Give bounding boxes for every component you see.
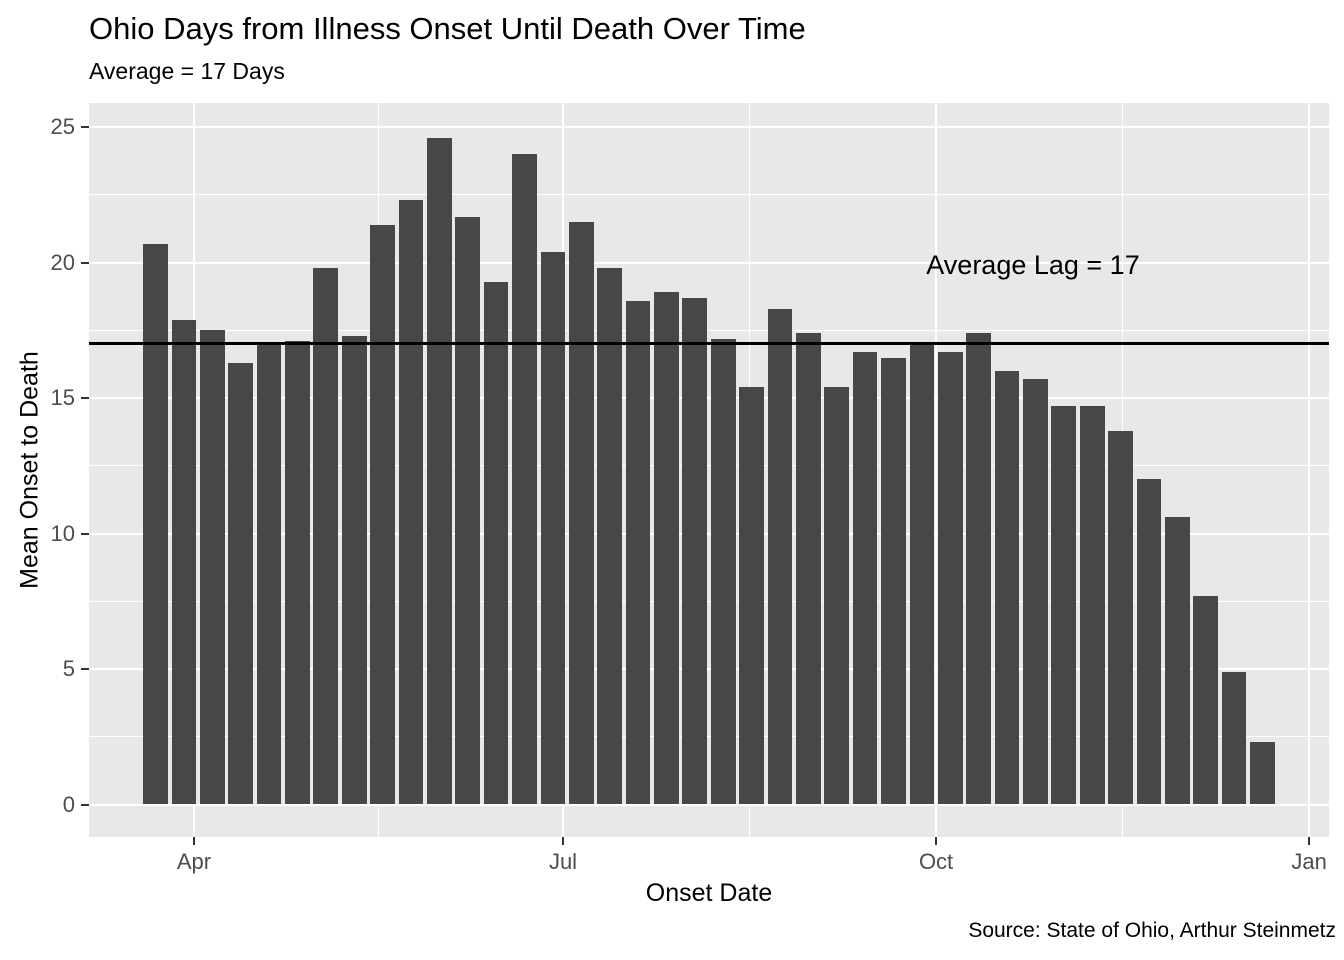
y-tick-mark <box>81 803 89 806</box>
x-tick-mark <box>562 837 564 845</box>
y-tick-mark <box>81 668 89 671</box>
x-tick-label: Jul <box>548 849 578 874</box>
y-tick-label: 15 <box>50 385 75 411</box>
y-tick-mark <box>81 532 89 535</box>
y-tick-label: 5 <box>62 656 75 682</box>
y-tick-mark <box>81 261 89 264</box>
chart-subtitle: Average = 17 Days <box>89 58 285 84</box>
reference-line-annotation: Average Lag = 17 <box>926 250 1140 280</box>
x-tick-label: Oct <box>918 849 954 874</box>
x-tick-mark <box>193 837 195 845</box>
y-tick-label: 0 <box>62 791 75 817</box>
y-tick-label: 10 <box>50 520 75 546</box>
y-tick-label: 25 <box>50 114 75 140</box>
x-tick-label: Jan <box>1291 849 1327 874</box>
y-tick-mark <box>81 397 89 400</box>
x-tick-label: Apr <box>176 849 212 874</box>
y-tick-mark <box>81 126 89 129</box>
y-tick-label: 20 <box>50 249 75 275</box>
x-tick-mark <box>935 837 938 845</box>
plot-panel <box>89 103 1329 837</box>
x-axis-title: Onset Date <box>645 879 773 907</box>
x-tick-mark <box>1308 837 1311 845</box>
chart-title: Ohio Days from Illness Onset Until Death… <box>89 11 806 46</box>
source-caption: Source: State of Ohio, Arthur Steinmetz <box>968 919 1336 942</box>
